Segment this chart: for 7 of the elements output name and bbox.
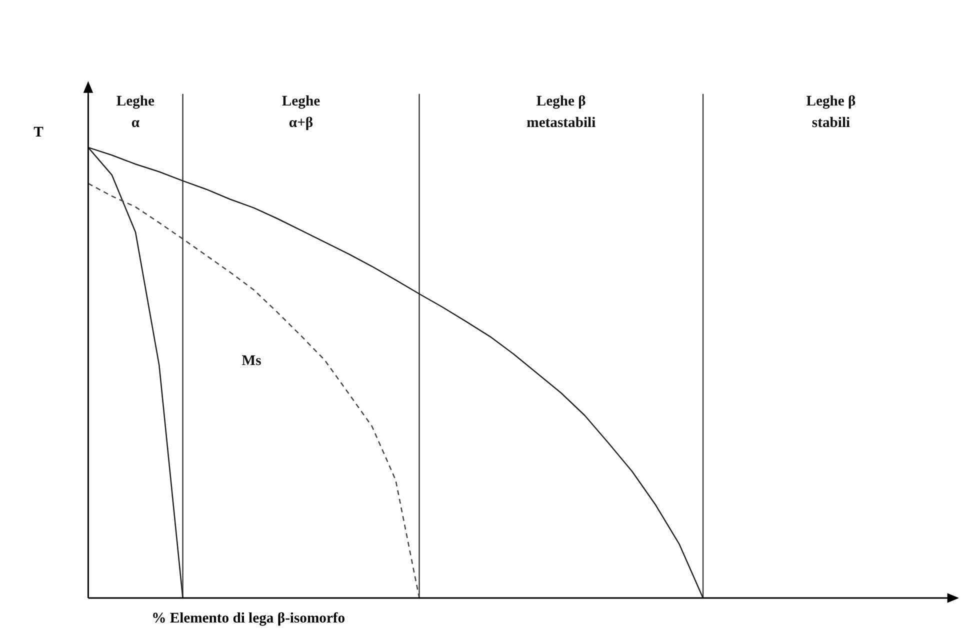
text: Leghe β stabili (806, 94, 856, 131)
x-axis-title: % Elemento di lega β-isomorfo (152, 610, 346, 626)
text: Leghe β metastabili (526, 94, 596, 131)
y-axis-title: T (34, 124, 44, 141)
text: Leghe α+β (282, 94, 321, 131)
text: Ms (242, 352, 262, 369)
text: Leghe α (116, 94, 156, 131)
